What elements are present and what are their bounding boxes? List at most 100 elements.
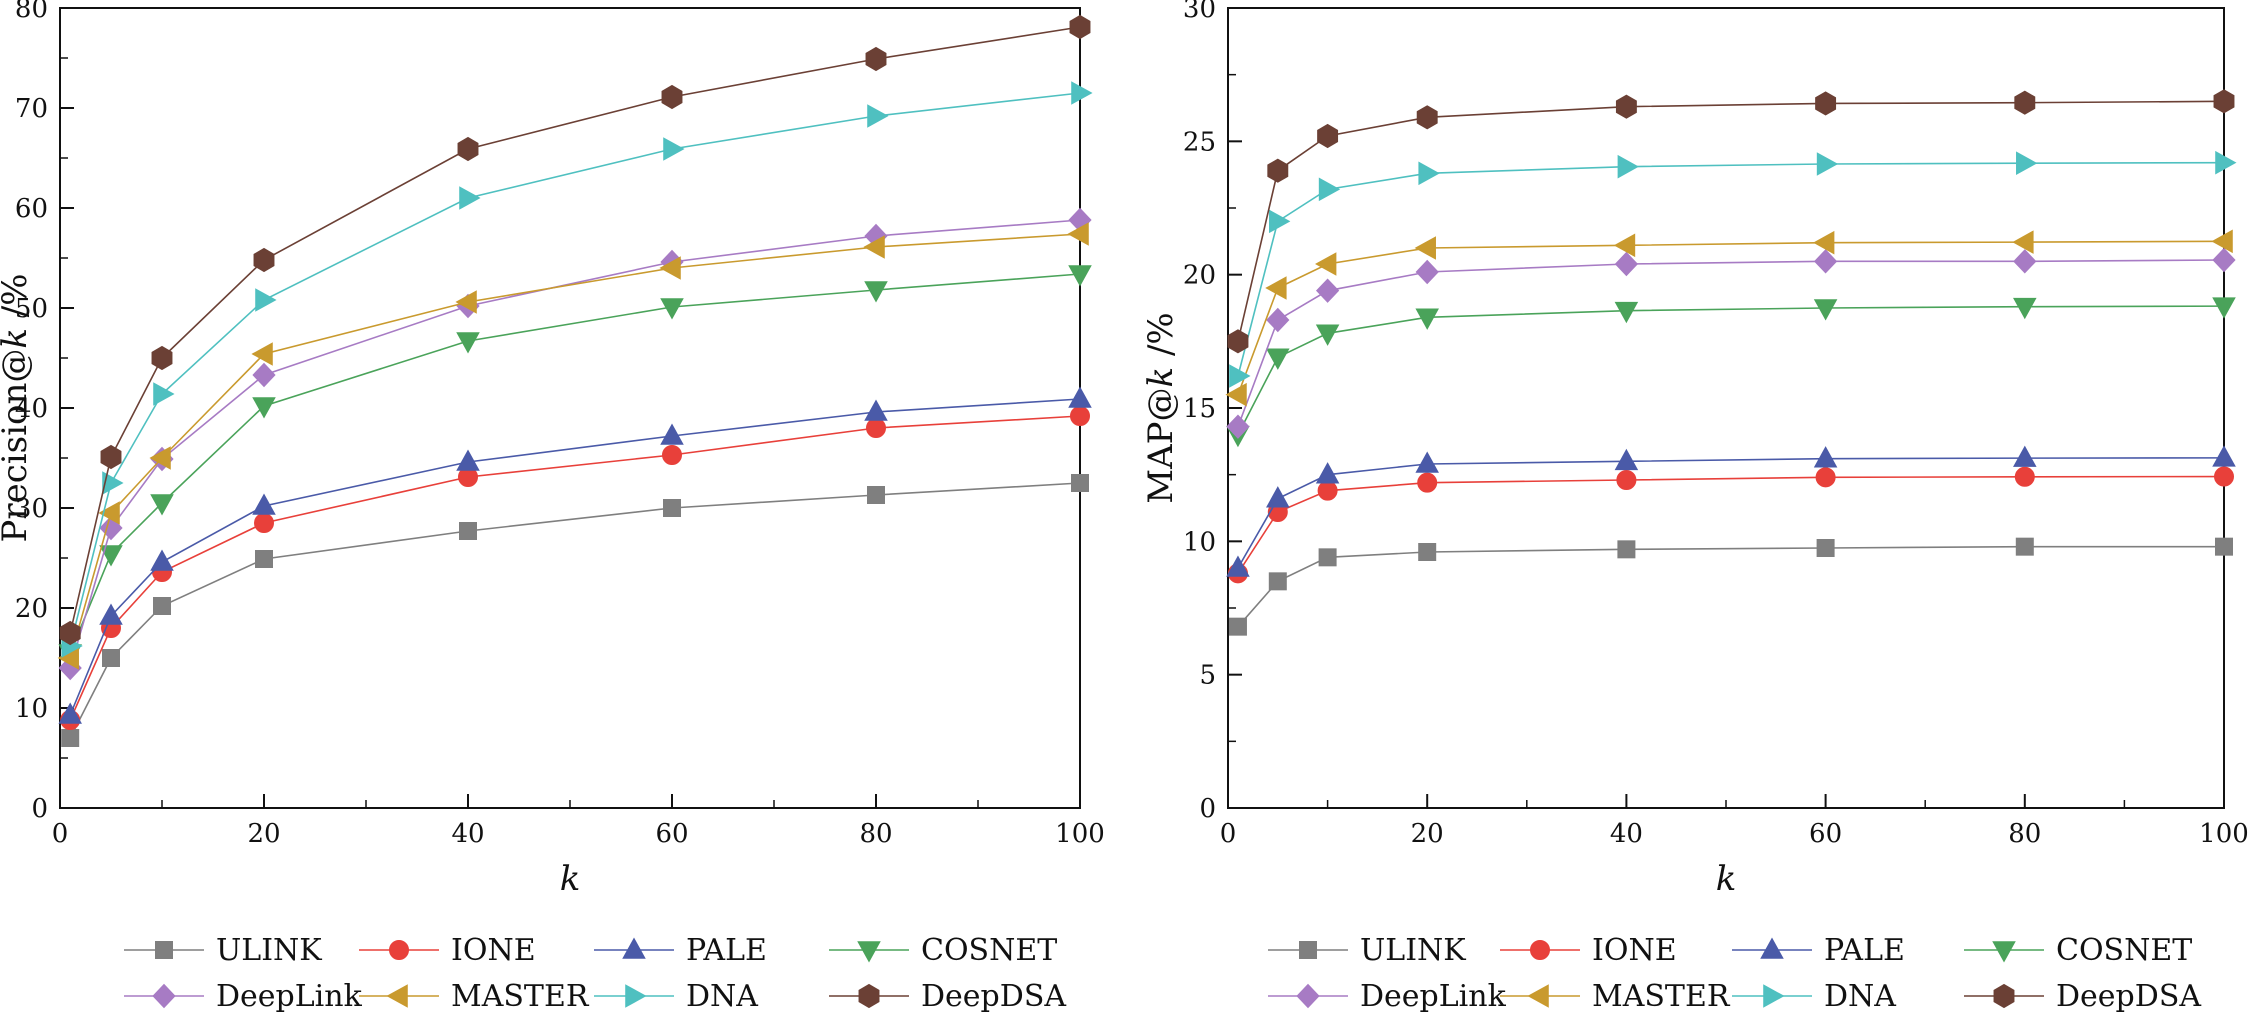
data-point	[150, 549, 174, 571]
x-tick-label: 100	[1055, 819, 1105, 849]
data-point	[1614, 301, 1639, 324]
legend-label: DNA	[1824, 979, 1896, 1014]
data-point	[660, 423, 684, 445]
legend: ULINK IONE PALE COSNET DeepLink MASTER DNA Deep…	[124, 933, 1066, 1014]
legend-item: DeepLink	[1268, 979, 1507, 1014]
data-point	[99, 603, 123, 625]
data-point	[459, 522, 477, 540]
data-point	[255, 288, 277, 312]
data-point	[1070, 406, 1090, 426]
legend-label: DNA	[686, 979, 758, 1014]
legend-marker	[1527, 984, 1549, 1008]
legend-marker	[389, 940, 409, 960]
series-pale	[1226, 445, 2236, 577]
legend-item: PALE	[1732, 933, 1905, 968]
legend-label: MASTER	[451, 979, 590, 1014]
data-point	[1415, 451, 1439, 473]
data-point	[1315, 252, 1337, 276]
y-tick-label: 5	[1199, 661, 1216, 691]
legend-item: MASTER	[359, 979, 590, 1014]
data-point	[1227, 329, 1249, 354]
x-tick-label: 40	[451, 819, 484, 849]
y-tick-label: 80	[15, 0, 48, 24]
series-master	[1225, 229, 2233, 407]
data-point	[2012, 230, 2034, 254]
series-line	[1237, 240, 2225, 395]
legend-label: DeepLink	[216, 979, 363, 1014]
data-point	[1069, 14, 1091, 40]
data-point	[59, 620, 81, 646]
series-line	[1237, 161, 2225, 377]
data-point	[1813, 230, 1835, 255]
data-point	[1317, 123, 1339, 149]
legend-item: DeepDSA	[829, 979, 1066, 1014]
x-tick-label: 60	[1809, 819, 1842, 849]
legend-item: IONE	[1500, 933, 1677, 968]
data-point	[153, 382, 175, 406]
data-point	[102, 471, 124, 495]
data-point	[1229, 364, 1251, 388]
legend-marker	[152, 983, 176, 1009]
data-point	[1415, 259, 1439, 285]
series-line	[1237, 457, 2225, 569]
data-point	[459, 186, 481, 210]
data-point	[1616, 470, 1637, 490]
data-point	[1315, 324, 1340, 346]
data-point	[660, 298, 684, 320]
legend-item: COSNET	[829, 933, 1057, 968]
data-point	[661, 84, 683, 110]
data-point	[1068, 265, 1092, 287]
y-axis-title-main: Precision@	[0, 349, 35, 543]
data-point	[864, 399, 888, 421]
legend-label: DeepLink	[1360, 979, 1507, 1014]
data-point	[151, 345, 173, 371]
data-point	[252, 362, 276, 388]
x-tick-label: 40	[1610, 819, 1643, 849]
data-point	[1317, 480, 1338, 501]
y-axis-title-main: MAP@	[1141, 387, 1181, 503]
data-point	[2014, 90, 2036, 115]
data-point	[1266, 307, 1290, 333]
y-tick-label: 30	[15, 494, 48, 524]
data-point	[100, 444, 122, 470]
legend-item: DNA	[594, 979, 758, 1014]
data-point	[58, 702, 82, 724]
legend-item: IONE	[359, 933, 536, 968]
series-line	[69, 219, 1081, 669]
series-ione	[1227, 466, 2234, 584]
y-tick-label: 50	[15, 294, 48, 324]
y-tick-label: 15	[1183, 394, 1216, 424]
data-point	[1067, 222, 1089, 246]
data-point	[1318, 177, 1341, 202]
data-point	[1267, 158, 1289, 183]
data-point	[1068, 386, 1092, 408]
y-tick-label: 60	[15, 194, 48, 224]
y-tick-label: 25	[1183, 127, 1216, 157]
data-point	[1266, 486, 1290, 508]
data-point	[456, 332, 480, 354]
y-tick-label: 20	[1183, 261, 1216, 291]
x-tick-label: 60	[655, 819, 688, 849]
x-tick-label: 80	[859, 819, 892, 849]
legend-item: PALE	[594, 933, 767, 968]
data-point	[1318, 548, 1337, 567]
legend-marker	[1992, 941, 2016, 963]
legend-label: IONE	[1592, 933, 1677, 968]
series-master	[57, 222, 1089, 670]
data-point	[1415, 308, 1439, 330]
y-tick-label: 70	[15, 94, 48, 124]
data-point	[1414, 236, 1436, 260]
y-tick-label: 10	[1183, 527, 1216, 557]
data-point	[866, 418, 886, 438]
y-tick-label: 10	[15, 694, 48, 724]
data-point	[1265, 276, 1287, 300]
legend-marker	[622, 937, 646, 959]
data-point	[1813, 249, 1838, 274]
series-line	[1237, 545, 2224, 628]
series-pale	[58, 386, 1092, 724]
y-axis-title: MAP@k /%	[1141, 312, 1181, 503]
series-dna	[61, 81, 1093, 658]
data-point	[2212, 445, 2236, 467]
data-point	[864, 281, 888, 303]
data-point	[150, 494, 174, 516]
